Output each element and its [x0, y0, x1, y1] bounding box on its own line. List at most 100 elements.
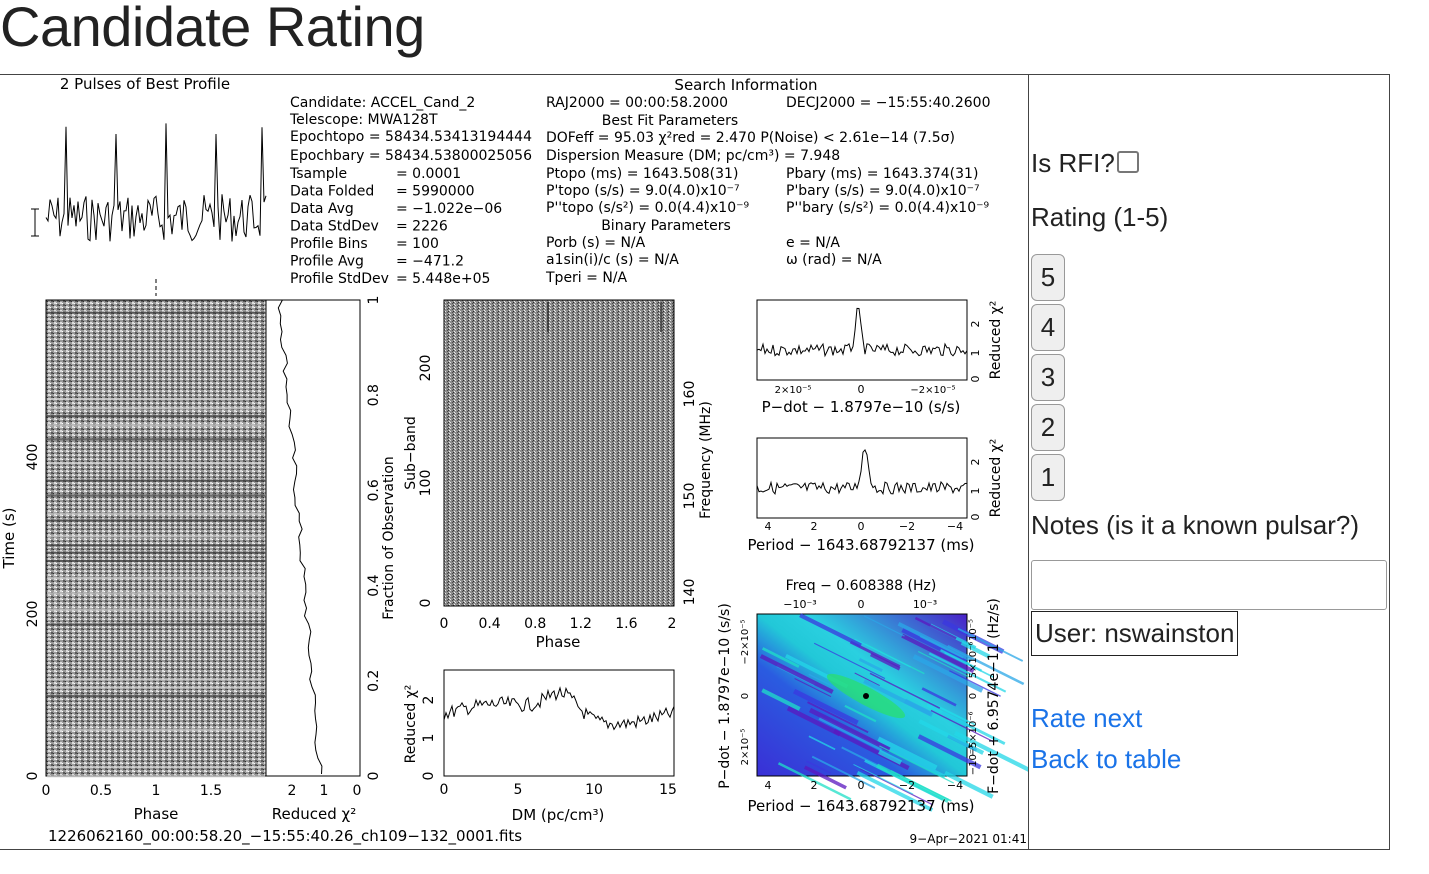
freq-tick-140: 140 — [682, 579, 698, 606]
heat-streak — [869, 672, 941, 709]
fdot-tick: 10⁻⁵ — [968, 619, 979, 641]
pdot-side-tick-low: 2×10⁻⁵ — [740, 729, 751, 766]
period-tick: 2 — [811, 520, 818, 533]
notes-label: Notes (is it a known pulsar?) — [1031, 510, 1360, 540]
pdot-bary: P'bary (s/s) = 9.0(4.0)x10⁻⁷ — [786, 183, 980, 199]
heat-streak — [856, 771, 934, 812]
stripe — [47, 479, 265, 482]
stripe — [47, 462, 265, 465]
time-tick-0: 0 — [25, 772, 41, 781]
pddot-topo: P''topo (s/s²) = 0.0(4.4)x10⁻⁹ — [546, 200, 750, 216]
stripe — [47, 592, 265, 595]
best-fit-title: Best Fit Parameters — [602, 113, 738, 129]
heat-streak — [808, 735, 836, 751]
pdot-chi-tick-0: 0 — [969, 376, 982, 383]
fraction-axis-label: Fraction of Observation — [381, 456, 397, 620]
freq-tick-150: 150 — [682, 483, 698, 510]
rating-button-2[interactable]: 2 — [1031, 404, 1065, 451]
stripe — [47, 494, 265, 497]
heat-streak — [808, 707, 891, 752]
period-axis-label-bottom: Period − 1643.68792137 (ms) — [747, 797, 974, 815]
time-tick-200: 200 — [25, 601, 41, 628]
period-tick: 2 — [811, 779, 818, 792]
stats-label: Data Avg — [290, 201, 354, 217]
dec: DECJ2000 = −15:55:40.2600 — [786, 95, 990, 111]
stats-value: = 5.448e+05 — [396, 271, 490, 287]
table-divider — [1028, 74, 1029, 850]
heat-streak — [901, 627, 968, 664]
rate-next-link[interactable]: Rate next — [1031, 703, 1143, 733]
phase2-tick: 2 — [668, 616, 677, 632]
heat-streak — [930, 709, 994, 743]
heat-streak — [903, 698, 932, 716]
dm-line: Dispersion Measure (DM; pc/cm³) = 7.948 — [546, 148, 840, 164]
heat-streak — [811, 755, 876, 789]
period-ticks-top: 4 2 0 −2 −4 — [765, 520, 964, 533]
dm-chi-tick-0: 0 — [421, 772, 437, 781]
rfi-checkbox[interactable] — [1116, 151, 1139, 173]
prepfold-plot: 2 Pulses of Best Profile Search Informat… — [0, 74, 1028, 850]
subband-axis-label: Sub−band — [403, 416, 419, 490]
heat-streak — [878, 749, 903, 765]
heat-streak — [897, 621, 973, 662]
stripe — [47, 535, 265, 538]
freq-axis-label: Frequency (MHz) — [698, 401, 714, 519]
filename: 1226062160_00:00:58.20_−15:55:40.26_ch10… — [48, 827, 522, 846]
redchi-tick-1: 1 — [320, 783, 329, 799]
notes-input[interactable] — [1031, 560, 1387, 610]
eccentricity: e = N/A — [786, 235, 840, 251]
phase-tick-1: 1 — [152, 783, 161, 799]
dof-line: DOFeff = 95.03 χ²red = 2.470 P(Noise) < … — [546, 130, 955, 146]
fdot-tick: −5×10⁻⁶ — [968, 711, 979, 756]
stats-value: = 2226 — [396, 219, 448, 235]
period-chi-curve — [756, 448, 968, 496]
stripe — [47, 424, 265, 427]
rating-button-3[interactable]: 3 — [1031, 354, 1065, 401]
heat-streak — [858, 657, 883, 673]
period-chi-panel — [756, 437, 968, 519]
profile-title: 2 Pulses of Best Profile — [60, 75, 230, 93]
rating-sidebar: Is RFI? Rating (1-5) 5 4 3 2 1 Notes (is… — [1031, 74, 1389, 850]
phase2-tick: 1.2 — [570, 616, 592, 632]
period-tick: −4 — [947, 779, 963, 792]
page-title: Candidate Rating — [0, 0, 425, 58]
dm-axis-label: DM (pc/cm³) — [512, 806, 605, 824]
time-tick-400: 400 — [25, 444, 41, 471]
heat-streak — [777, 762, 852, 801]
rating-button-1[interactable]: 1 — [1031, 454, 1065, 501]
p-topo: Ptopo (ms) = 1643.508(31) — [546, 166, 738, 182]
stripe — [47, 544, 265, 547]
phase2-tick: 1.6 — [615, 616, 637, 632]
phase2-tick: 0.4 — [478, 616, 500, 632]
heat-streak — [954, 730, 1028, 772]
heat-streak — [912, 654, 984, 693]
heat-streak — [877, 736, 938, 770]
redchi-time-panel — [265, 299, 361, 777]
p-bary: Pbary (ms) = 1643.374(31) — [786, 166, 978, 182]
back-to-table-link[interactable]: Back to table — [1031, 744, 1182, 774]
stats-value: = 100 — [396, 236, 439, 252]
stripe — [47, 686, 265, 689]
heat-streak — [854, 638, 911, 668]
heat-streak — [761, 647, 800, 668]
pdot-tick-right: −2×10⁻⁵ — [910, 385, 955, 396]
period-tick: 4 — [765, 779, 772, 792]
heat-streak — [921, 687, 957, 707]
candidate-table — [0, 74, 1390, 850]
period-axis-label-top: Period − 1643.68792137 (ms) — [747, 536, 974, 554]
heatmap-streaks — [759, 613, 1028, 812]
heat-streak — [901, 633, 975, 674]
heat-streak — [869, 652, 901, 671]
rating-button-5[interactable]: 5 — [1031, 254, 1065, 301]
dm-chi-axis-label: Reduced χ² — [403, 685, 419, 764]
stats-value: = 0.0001 — [396, 166, 461, 182]
stripe — [47, 398, 265, 400]
profile-curve — [45, 123, 267, 242]
heat-streak — [853, 763, 914, 795]
stripe — [47, 608, 265, 611]
rating-button-4[interactable]: 4 — [1031, 304, 1065, 351]
stats-label: Data Folded — [290, 184, 374, 200]
stats-value: = −471.2 — [396, 254, 464, 270]
phase2-tick: 0 — [440, 616, 449, 632]
heat-streak — [860, 768, 934, 806]
